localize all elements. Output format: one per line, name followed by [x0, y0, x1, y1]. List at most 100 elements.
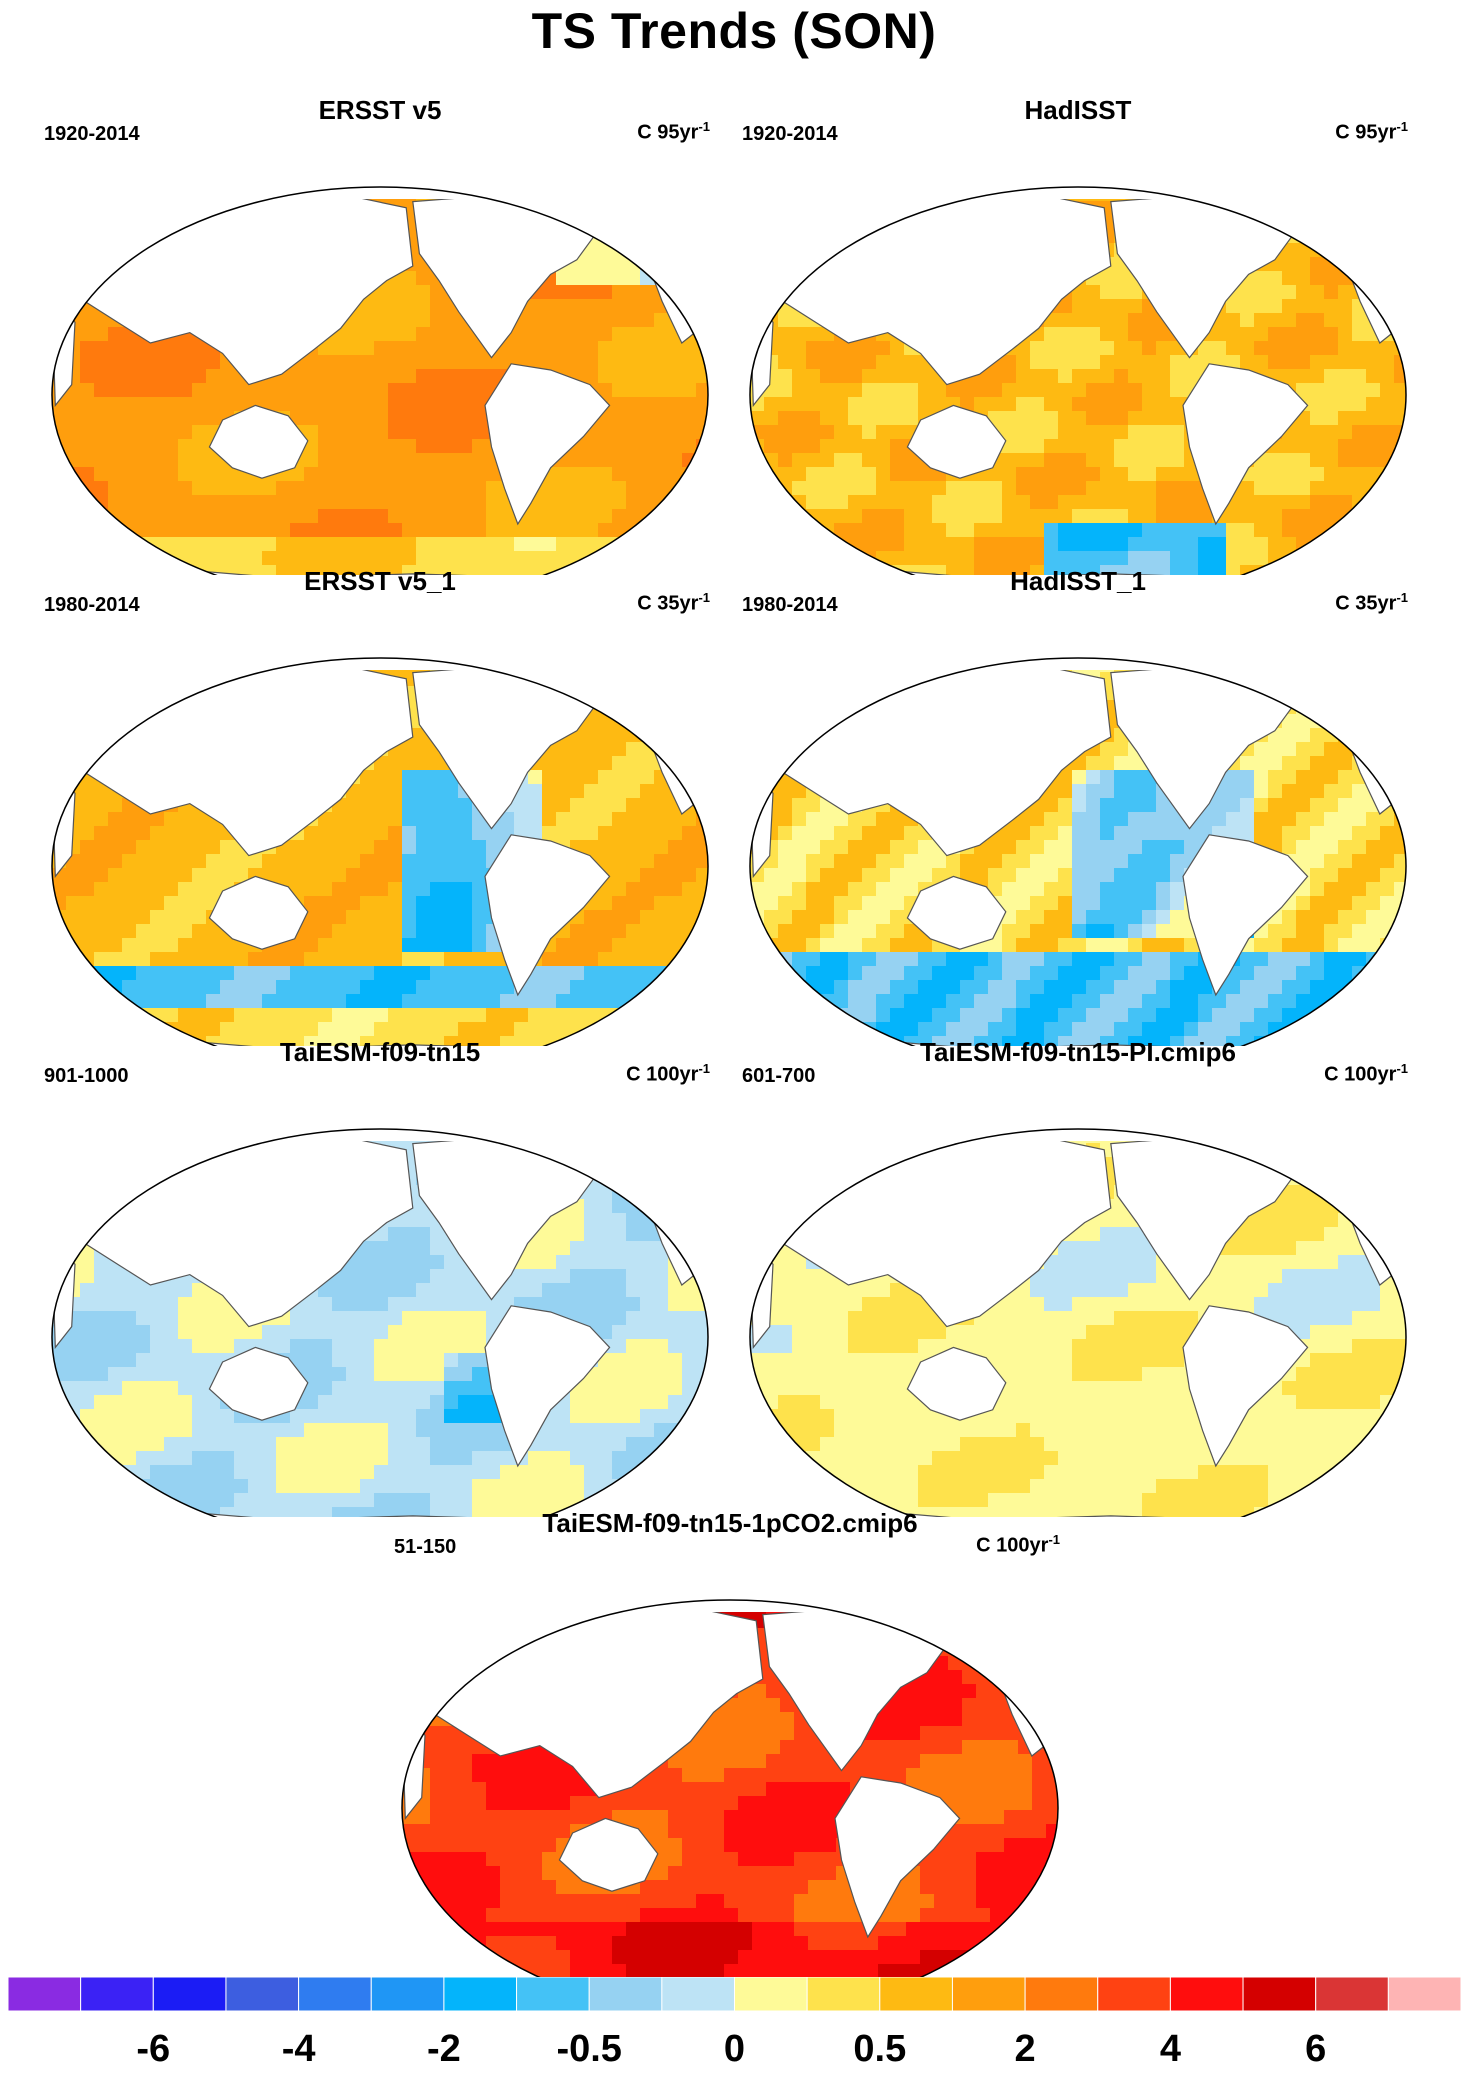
- field-cell: [346, 966, 361, 981]
- field-cell: [1310, 742, 1325, 757]
- field-cell: [444, 854, 459, 869]
- field-cell: [682, 826, 697, 841]
- field-cell: [262, 994, 277, 1009]
- field-cell: [542, 201, 557, 216]
- field-cell: [206, 495, 221, 510]
- field-cell: [1310, 257, 1325, 272]
- field-cell: [584, 784, 599, 799]
- field-cell: [416, 770, 431, 785]
- field-cell: [862, 215, 877, 230]
- field-cell: [974, 537, 989, 552]
- field-cell: [792, 551, 807, 566]
- field-cell: [206, 355, 221, 370]
- field-cell: [1100, 327, 1115, 342]
- field-cell: [304, 411, 319, 426]
- field-cell: [318, 966, 333, 981]
- field-cell: [1184, 369, 1199, 384]
- field-cell: [80, 882, 95, 897]
- field-cell: [164, 439, 179, 454]
- field-cell: [1044, 826, 1059, 841]
- field-cell: [1338, 798, 1353, 813]
- field-cell: [94, 439, 109, 454]
- field-cell: [778, 509, 793, 524]
- field-cell: [598, 369, 613, 384]
- field-cell: [164, 187, 179, 202]
- field-cell: [1268, 299, 1283, 314]
- field-cell: [402, 565, 417, 575]
- field-cell: [80, 397, 95, 412]
- field-cell: [612, 812, 627, 827]
- field-cell: [528, 770, 543, 785]
- field-cell: [374, 327, 389, 342]
- field-cell: [346, 924, 361, 939]
- field-cell: [1142, 826, 1157, 841]
- field-cell: [1310, 495, 1325, 510]
- field-cell: [1310, 770, 1325, 785]
- field-cell: [514, 994, 529, 1009]
- field-cell: [1058, 551, 1073, 566]
- field-cell: [792, 537, 807, 552]
- field-cell: [542, 523, 557, 538]
- field-cell: [332, 868, 347, 883]
- field-cell: [1198, 187, 1213, 202]
- field-cell: [626, 966, 641, 981]
- field-cell: [304, 840, 319, 855]
- field-cell: [1142, 327, 1157, 342]
- field-cell: [416, 854, 431, 869]
- field-cell: [1212, 327, 1227, 342]
- field-cell: [1198, 551, 1213, 566]
- field-cell: [834, 411, 849, 426]
- field-cell: [806, 537, 821, 552]
- field-cell: [820, 551, 835, 566]
- field-cell: [682, 271, 697, 286]
- field-cell: [806, 523, 821, 538]
- field-cell: [1282, 509, 1297, 524]
- field-cell: [654, 425, 669, 440]
- field-cell: [94, 1008, 109, 1023]
- field-cell: [584, 299, 599, 314]
- field-cell: [542, 565, 557, 575]
- field-cell: [80, 453, 95, 468]
- field-cell: [94, 868, 109, 883]
- field-cell: [1324, 700, 1339, 715]
- field-cell: [528, 812, 543, 827]
- field-cell: [876, 439, 891, 454]
- field-cell: [136, 383, 151, 398]
- field-cell: [192, 481, 207, 496]
- field-cell: [750, 299, 765, 314]
- field-cell: [388, 798, 403, 813]
- field-cell: [52, 770, 67, 785]
- field-cell: [696, 854, 708, 869]
- field-cell: [1114, 826, 1129, 841]
- field-cell: [626, 938, 641, 953]
- field-cell: [598, 285, 613, 300]
- field-cell: [820, 243, 835, 258]
- field-cell: [1254, 537, 1269, 552]
- field-cell: [820, 812, 835, 827]
- field-cell: [1212, 537, 1227, 552]
- field-cell: [932, 537, 947, 552]
- field-cell: [122, 1008, 137, 1023]
- field-cell: [150, 1022, 165, 1037]
- field-cell: [80, 700, 95, 715]
- field-cell: [1338, 439, 1353, 454]
- field-cell: [402, 882, 417, 897]
- field-cell: [402, 812, 417, 827]
- field-cell: [1254, 523, 1269, 538]
- field-cell: [750, 285, 765, 300]
- field-cell: [668, 355, 683, 370]
- field-cell: [988, 565, 1003, 575]
- field-cell: [598, 299, 613, 314]
- field-cell: [1380, 537, 1395, 552]
- field-cell: [332, 341, 347, 356]
- field-cell: [584, 481, 599, 496]
- field-cell: [1226, 341, 1241, 356]
- field-cell: [332, 882, 347, 897]
- field-cell: [1394, 784, 1406, 799]
- field-cell: [904, 537, 919, 552]
- field-cell: [108, 1008, 123, 1023]
- field-cell: [1282, 341, 1297, 356]
- field-cell: [164, 868, 179, 883]
- field-cell: [1310, 756, 1325, 771]
- field-cell: [1282, 551, 1297, 566]
